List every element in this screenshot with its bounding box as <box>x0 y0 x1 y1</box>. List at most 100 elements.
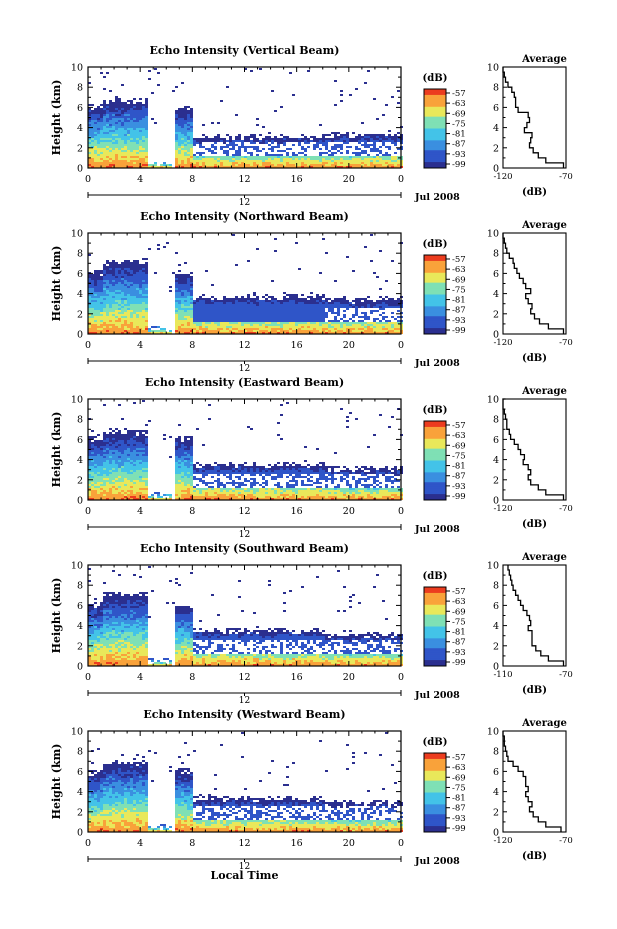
heatmap-cell <box>214 304 217 306</box>
heatmap-cell <box>100 456 103 458</box>
heatmap-cell <box>247 160 250 162</box>
heatmap-cell <box>127 322 130 324</box>
heatmap-cell <box>298 328 301 330</box>
heatmap-cell <box>130 140 133 142</box>
heatmap-cell <box>109 142 112 144</box>
heatmap-cell <box>181 462 184 464</box>
heatmap-cell <box>187 282 190 284</box>
heatmap-cell <box>97 444 100 446</box>
heatmap-cell <box>136 102 139 104</box>
heatmap-cell <box>145 134 148 136</box>
heatmap-cell <box>142 160 145 162</box>
heatmap-cell <box>373 326 376 328</box>
heatmap-cell <box>184 276 187 278</box>
heatmap-cell <box>145 318 148 320</box>
heatmap-cell <box>121 140 124 142</box>
heatmap-cell <box>109 280 112 282</box>
heatmap-cell <box>94 136 97 138</box>
heatmap-cell <box>244 330 247 332</box>
heatmap-cell <box>115 316 118 318</box>
heatmap-cell <box>196 166 199 168</box>
heatmap-cell <box>184 326 187 328</box>
heatmap-cell <box>373 150 376 152</box>
heatmap-cell <box>121 272 124 274</box>
heatmap-cell <box>115 276 118 278</box>
heatmap-cell <box>190 278 193 280</box>
colorbar-segment <box>424 284 446 288</box>
heatmap-cell <box>328 328 331 330</box>
heatmap-cell <box>238 302 241 304</box>
heatmap-cell <box>121 448 124 450</box>
heatmap-cell <box>355 326 358 328</box>
heatmap-cell <box>130 478 133 480</box>
heatmap-cell <box>337 140 340 142</box>
heatmap-cell <box>280 150 283 152</box>
heatmap-cell <box>286 140 289 142</box>
heatmap-cell <box>226 140 229 142</box>
heatmap-cell <box>178 482 181 484</box>
heatmap-cell <box>133 166 136 168</box>
heatmap-cell <box>145 120 148 122</box>
heatmap-cell <box>88 162 91 164</box>
heatmap-cell <box>97 294 100 296</box>
heatmap-cell <box>193 160 196 162</box>
colorbar-segment <box>424 278 446 282</box>
heatmap-cell <box>370 166 373 168</box>
heatmap-cell <box>181 316 184 318</box>
heatmap-cell <box>277 162 280 164</box>
heatmap-cell <box>331 132 334 134</box>
heatmap-cell <box>109 108 112 110</box>
heatmap-cell <box>322 308 325 310</box>
heatmap-cell <box>106 476 109 478</box>
heatmap-cell <box>181 482 184 484</box>
heatmap-cell <box>130 124 133 126</box>
heatmap-cell <box>142 104 145 106</box>
heatmap-cell <box>145 276 148 278</box>
heatmap-cell <box>121 476 124 478</box>
heatmap-cell <box>145 160 148 162</box>
heatmap-cell <box>94 160 97 162</box>
heatmap-cell <box>199 138 202 140</box>
heatmap-cell <box>106 456 109 458</box>
heatmap-cell <box>103 450 106 452</box>
heatmap-cell <box>349 162 352 164</box>
heatmap-cell <box>313 306 316 308</box>
heatmap-cell <box>313 330 316 332</box>
heatmap-cell <box>331 328 334 330</box>
heatmap-cell <box>310 300 313 302</box>
heatmap-cell <box>178 116 181 118</box>
heatmap-cell <box>139 118 142 120</box>
heatmap-cell <box>277 310 280 312</box>
heatmap-cell <box>328 164 331 166</box>
heatmap-cell <box>181 136 184 138</box>
heatmap-cell <box>184 308 187 310</box>
heatmap-cell <box>181 148 184 150</box>
heatmap-cell <box>94 440 97 442</box>
heatmap-cell <box>223 320 226 322</box>
heatmap-cell <box>313 162 316 164</box>
heatmap-cell <box>217 320 220 322</box>
heatmap-cell <box>91 142 94 144</box>
heatmap-cell <box>313 310 316 312</box>
heatmap-cell <box>244 166 247 168</box>
heatmap-cell <box>319 306 322 308</box>
heatmap-cell <box>130 128 133 130</box>
heatmap-cell <box>235 158 238 160</box>
heatmap-cell <box>304 150 307 152</box>
heatmap-cell <box>286 300 289 302</box>
heatmap-cell <box>109 282 112 284</box>
heatmap-cell <box>127 130 130 132</box>
heatmap-cell <box>103 466 106 468</box>
heatmap-cell <box>130 282 133 284</box>
colorbar-segment <box>424 332 446 335</box>
heatmap-cell <box>94 302 97 304</box>
heatmap-cell <box>142 480 145 482</box>
heatmap-cell <box>121 126 124 128</box>
heatmap-cell <box>145 156 148 158</box>
heatmap-cell <box>121 494 124 496</box>
heatmap-cell <box>307 320 310 322</box>
heatmap-cell <box>268 138 271 140</box>
heatmap-cell <box>142 448 145 450</box>
heatmap-cell <box>178 456 181 458</box>
heatmap-cell <box>268 164 271 166</box>
